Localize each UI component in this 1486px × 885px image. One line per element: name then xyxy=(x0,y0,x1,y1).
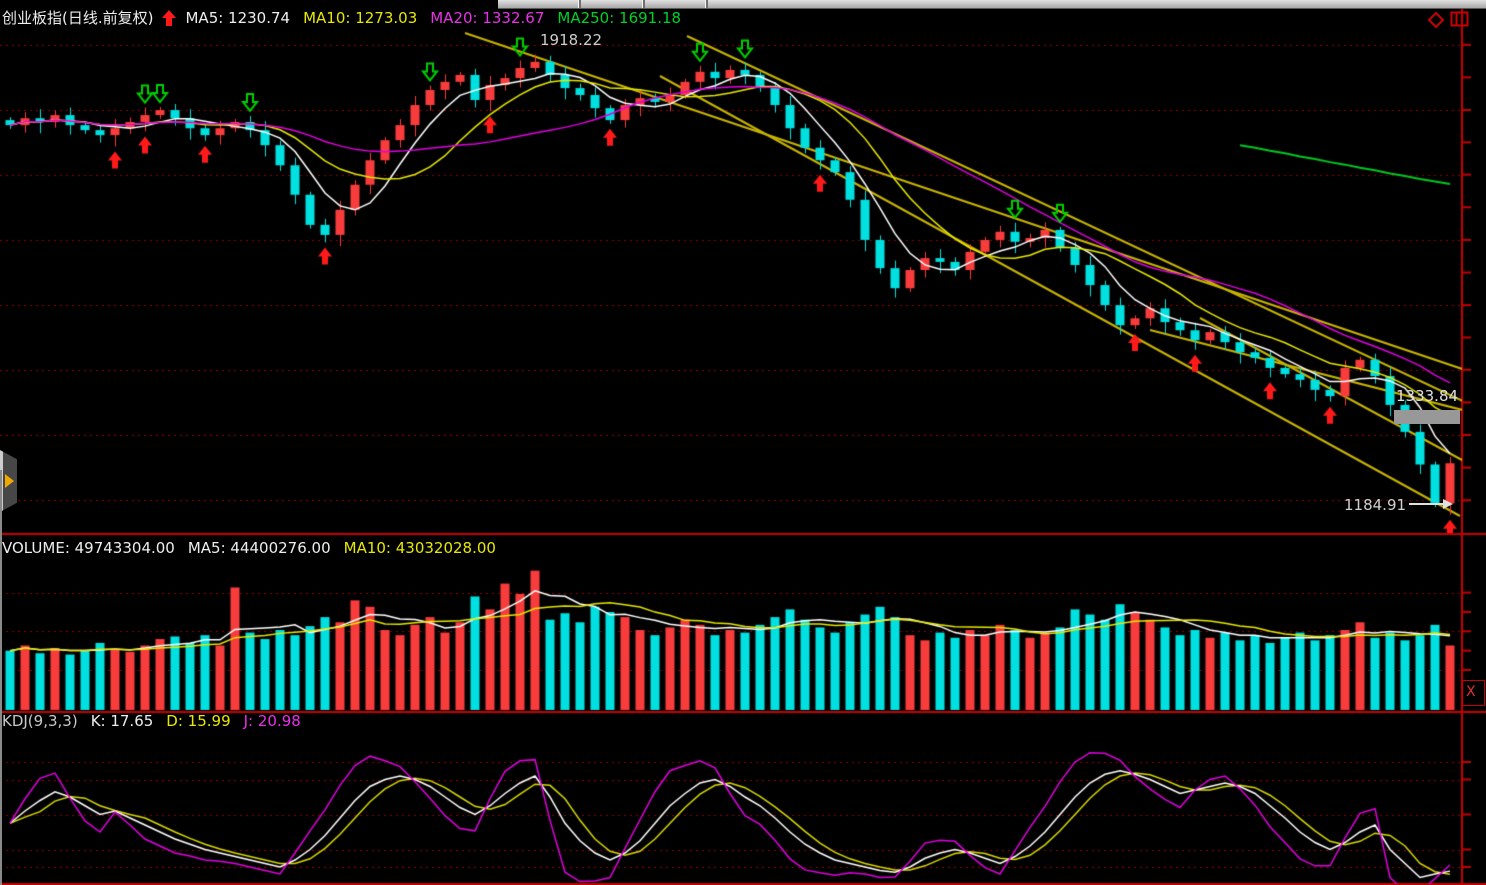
price-tag-handle[interactable] xyxy=(1394,410,1460,424)
ma5-value: MA5: 1230.74 xyxy=(185,9,291,27)
toolbar-divider xyxy=(705,0,708,8)
main-chart-header: 创业板指(日线.前复权) MA5: 1230.74 MA10: 1273.03 … xyxy=(2,10,681,30)
trend-up-icon xyxy=(162,10,177,30)
expand-arrow-icon xyxy=(5,474,14,488)
window-edge xyxy=(0,470,2,885)
symbol-title: 创业板指(日线.前复权) xyxy=(2,9,154,27)
sidebar-expand-handle[interactable] xyxy=(0,450,17,512)
high-price-label: 1918.22 xyxy=(540,31,603,49)
ma20-value: MA20: 1332.67 xyxy=(430,9,545,27)
low-price-annotation: 1184.91 xyxy=(1344,495,1454,514)
kdj-j-value: J: 20.98 xyxy=(243,712,301,730)
tag-price-label: 1333.84 xyxy=(1396,387,1459,405)
volume-ma5-value: MA5: 44400276.00 xyxy=(187,539,331,557)
ma10-value: MA10: 1273.03 xyxy=(303,9,418,27)
axis-x-button[interactable]: X xyxy=(1462,680,1485,706)
kdj-d-value: D: 15.99 xyxy=(166,712,231,730)
kdj-k-value: K: 17.65 xyxy=(90,712,154,730)
toolbar-edge xyxy=(498,0,1486,9)
kdj-name: KDJ(9,3,3) xyxy=(2,712,78,730)
volume-ma10-value: MA10: 43032028.00 xyxy=(343,539,496,557)
kdj-header: KDJ(9,3,3) K: 17.65 D: 15.99 J: 20.98 xyxy=(2,713,301,730)
toolbar-divider xyxy=(578,0,581,8)
diamond-tool-icon[interactable] xyxy=(1427,11,1445,33)
low-price-label: 1184.91 xyxy=(1344,495,1407,514)
low-price-arrow-icon xyxy=(1409,495,1454,514)
window-panes-icon[interactable] xyxy=(1450,10,1470,33)
volume-header: VOLUME: 49743304.00 MA5: 44400276.00 MA1… xyxy=(2,540,496,557)
ma250-value: MA250: 1691.18 xyxy=(557,9,682,27)
volume-value: VOLUME: 49743304.00 xyxy=(2,539,175,557)
toolbar-divider xyxy=(642,0,645,8)
